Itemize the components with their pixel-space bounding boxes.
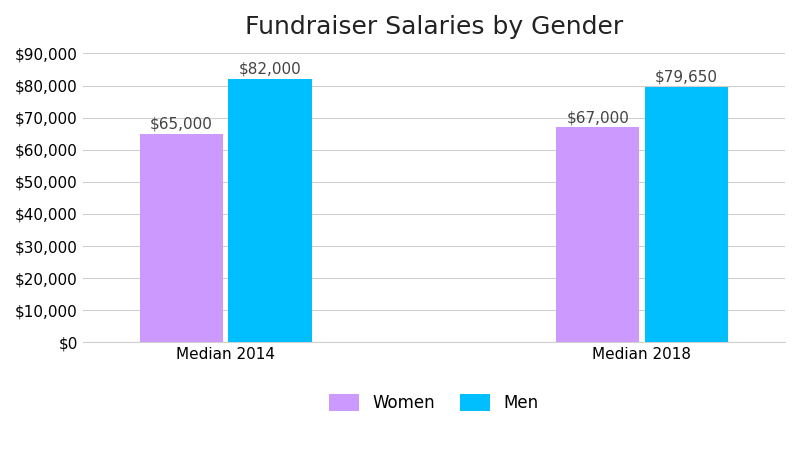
Bar bbox=[228, 79, 312, 342]
Bar bbox=[140, 134, 223, 342]
Title: Fundraiser Salaries by Gender: Fundraiser Salaries by Gender bbox=[245, 15, 623, 39]
Text: $67,000: $67,000 bbox=[566, 110, 629, 125]
Legend: Women, Men: Women, Men bbox=[321, 385, 547, 420]
Text: $79,650: $79,650 bbox=[654, 70, 718, 85]
Text: $65,000: $65,000 bbox=[150, 116, 213, 131]
Bar bbox=[645, 87, 728, 342]
Bar bbox=[556, 127, 639, 342]
Text: $82,000: $82,000 bbox=[238, 62, 302, 77]
